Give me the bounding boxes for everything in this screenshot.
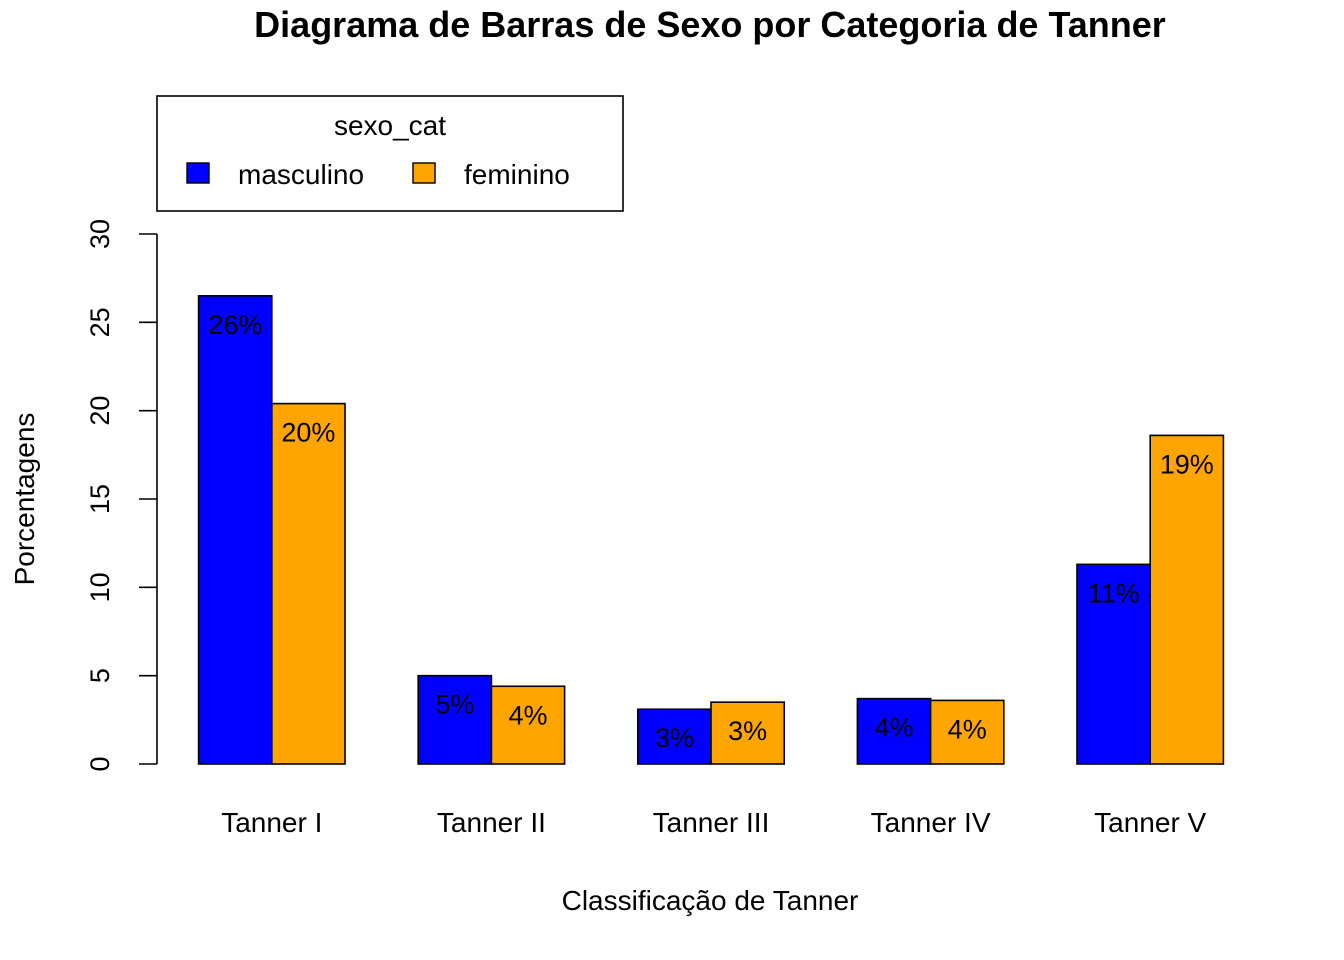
y-tick-label: 0 (85, 756, 115, 771)
x-category-label: Tanner IV (871, 807, 991, 838)
bar-label-masculino-4: 11% (1088, 578, 1140, 608)
legend-swatch-masculino (186, 162, 210, 184)
legend: sexo_cat masculino feminino (156, 95, 624, 212)
bar-feminino-4 (1149, 434, 1225, 765)
legend-box (156, 95, 624, 212)
x-category-labels: Tanner I Tanner II Tanner III Tanner IV Tann… (221, 807, 1206, 838)
bar-label-feminino-1: 4% (508, 700, 547, 730)
y-tick-label: 20 (85, 396, 115, 426)
x-category-label: Tanner II (437, 807, 546, 838)
bar-label-masculino-2: 3% (655, 723, 694, 753)
chart-title: Diagrama de Barras de Sexo por Categoria… (254, 4, 1166, 45)
y-tick-label: 10 (85, 572, 115, 602)
bar-feminino-2 (710, 701, 785, 765)
bar-feminino-1 (490, 685, 566, 765)
y-axis: 0 5 10 15 20 25 30 (85, 219, 158, 772)
bar-labels: 26% 20% 5% 4% 3% 3% 4% 4% 11% 19% (208, 310, 1214, 753)
bar-label-feminino-3: 4% (948, 714, 987, 744)
legend-swatch-feminino (412, 162, 436, 184)
x-category-label: Tanner I (221, 807, 322, 838)
y-tick-label: 5 (85, 668, 115, 683)
bar-masculino-1 (417, 674, 493, 765)
legend-title: sexo_cat (334, 110, 446, 141)
x-category-label: Tanner V (1094, 807, 1206, 838)
y-tick-label: 30 (85, 219, 115, 249)
bar-masculino-3 (856, 697, 932, 765)
legend-label-feminino: feminino (464, 159, 570, 190)
bar-feminino-3 (929, 699, 1005, 765)
bar-masculino-4 (1076, 563, 1151, 765)
bars (197, 295, 1225, 765)
bar-label-feminino-4: 19% (1160, 449, 1214, 479)
y-tick-label: 25 (85, 307, 115, 337)
y-axis-label: Porcentagens (9, 413, 40, 586)
bar-label-masculino-3: 4% (874, 713, 913, 743)
bar-feminino-0 (270, 402, 346, 765)
bar-label-masculino-0: 26% (208, 310, 262, 340)
legend-label-masculino: masculino (238, 159, 364, 190)
bar-masculino-0 (197, 295, 273, 765)
y-tick-label: 15 (85, 484, 115, 514)
x-axis-label: Classificação de Tanner (562, 885, 859, 916)
x-category-label: Tanner III (653, 807, 770, 838)
bar-label-masculino-1: 5% (435, 690, 474, 720)
bar-label-feminino-2: 3% (728, 716, 767, 746)
bar-label-feminino-0: 20% (281, 418, 335, 448)
